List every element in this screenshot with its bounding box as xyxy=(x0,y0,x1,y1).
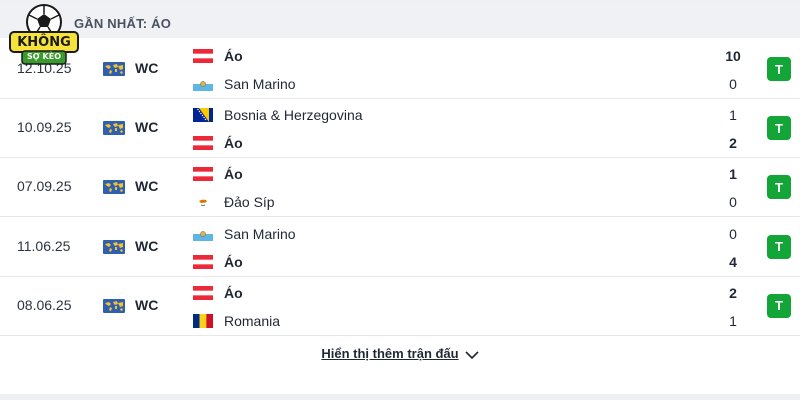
austria-flag-icon xyxy=(193,254,213,269)
team-score: 1 xyxy=(729,312,737,329)
world-map-icon xyxy=(103,298,125,313)
match-date: 08.06.25 xyxy=(17,296,72,313)
match-row[interactable]: 08.06.25 WC Áo 2 Romania 1 T xyxy=(0,277,800,336)
team-score: 1 xyxy=(729,166,737,183)
home-team[interactable]: Áo 2 xyxy=(193,282,737,304)
team-score: 10 xyxy=(725,48,741,64)
competition-label[interactable]: WC xyxy=(135,60,159,76)
competition-label[interactable]: WC xyxy=(135,119,159,136)
competition-label[interactable]: WC xyxy=(135,178,159,195)
logo-text-top: KHÔNG xyxy=(17,35,71,50)
away-team[interactable]: Áo 2 xyxy=(193,132,737,154)
home-team[interactable]: Áo 10 xyxy=(193,45,741,67)
san-marino-flag-icon xyxy=(193,226,213,241)
team-name[interactable]: Đảo Síp xyxy=(224,194,275,211)
team-score: 0 xyxy=(729,76,737,92)
team-name[interactable]: Áo xyxy=(224,48,243,64)
bosnia-flag-icon xyxy=(193,108,213,123)
home-team[interactable]: Bosnia & Herzegovina 1 xyxy=(193,104,737,126)
away-team[interactable]: Đảo Síp 0 xyxy=(193,191,737,213)
home-team[interactable]: Áo 1 xyxy=(193,163,737,185)
san-marino-flag-icon xyxy=(193,77,213,91)
match-row[interactable]: 10.09.25 WC Bosnia & Herzegovina 1 Áo 2 … xyxy=(0,99,800,159)
team-name[interactable]: Bosnia & Herzegovina xyxy=(224,107,363,124)
results-panel xyxy=(0,6,800,394)
team-name[interactable]: Áo xyxy=(224,166,243,183)
romania-flag-icon xyxy=(193,313,213,328)
world-map-icon xyxy=(103,239,125,254)
world-map-icon xyxy=(103,62,125,76)
result-badge[interactable]: T xyxy=(767,57,791,81)
team-name[interactable]: San Marino xyxy=(224,225,296,242)
match-row[interactable]: 11.06.25 WC San Marino 0 Áo 4 T xyxy=(0,218,800,277)
section-title: GẦN NHẤT: ÁO xyxy=(74,16,172,31)
home-team[interactable]: San Marino 0 xyxy=(193,223,737,245)
team-name[interactable]: Áo xyxy=(224,253,243,270)
cyprus-flag-icon xyxy=(193,195,213,210)
world-map-icon xyxy=(103,180,125,195)
competition-label[interactable]: WC xyxy=(135,237,159,254)
match-date: 10.09.25 xyxy=(17,119,72,136)
result-badge[interactable]: T xyxy=(767,293,791,318)
team-score: 0 xyxy=(729,225,737,242)
away-team[interactable]: Áo 4 xyxy=(193,251,737,273)
team-score: 2 xyxy=(729,284,737,301)
site-logo[interactable]: KHÔNG SỢ KÈO xyxy=(8,2,80,74)
soccer-ball-icon xyxy=(9,4,79,65)
world-map-icon xyxy=(103,121,125,136)
team-name[interactable]: Áo xyxy=(224,284,243,301)
team-score: 2 xyxy=(729,135,737,152)
competition-label[interactable]: WC xyxy=(135,296,159,313)
result-badge[interactable]: T xyxy=(767,116,791,141)
austria-flag-icon xyxy=(193,285,213,300)
team-score: 4 xyxy=(729,253,737,270)
austria-flag-icon xyxy=(193,167,213,182)
show-more-row: Hiển thị thêm trận đấu xyxy=(0,346,800,361)
match-row[interactable]: 12.10.25 WC Áo 10 San Marino 0 T xyxy=(0,40,800,99)
team-name[interactable]: Romania xyxy=(224,312,281,329)
austria-flag-icon xyxy=(193,136,213,151)
team-score: 1 xyxy=(729,107,737,124)
team-name[interactable]: San Marino xyxy=(224,76,296,92)
logo-text-bottom: SỢ KÈO xyxy=(27,52,61,61)
result-badge[interactable]: T xyxy=(767,234,791,259)
match-date: 11.06.25 xyxy=(17,237,71,254)
team-name[interactable]: Áo xyxy=(224,135,243,152)
result-badge[interactable]: T xyxy=(767,175,791,200)
match-date: 07.09.25 xyxy=(17,178,72,195)
show-more-link[interactable]: Hiển thị thêm trận đấu xyxy=(321,346,459,361)
chevron-down-icon[interactable] xyxy=(465,350,479,360)
section-header: GẦN NHẤT: ÁO xyxy=(0,6,800,38)
away-team[interactable]: San Marino 0 xyxy=(193,73,737,95)
austria-flag-icon xyxy=(193,49,213,63)
away-team[interactable]: Romania 1 xyxy=(193,310,737,332)
team-score: 0 xyxy=(729,194,737,211)
match-row[interactable]: 07.09.25 WC Áo 1 Đảo Síp 0 T xyxy=(0,158,800,218)
